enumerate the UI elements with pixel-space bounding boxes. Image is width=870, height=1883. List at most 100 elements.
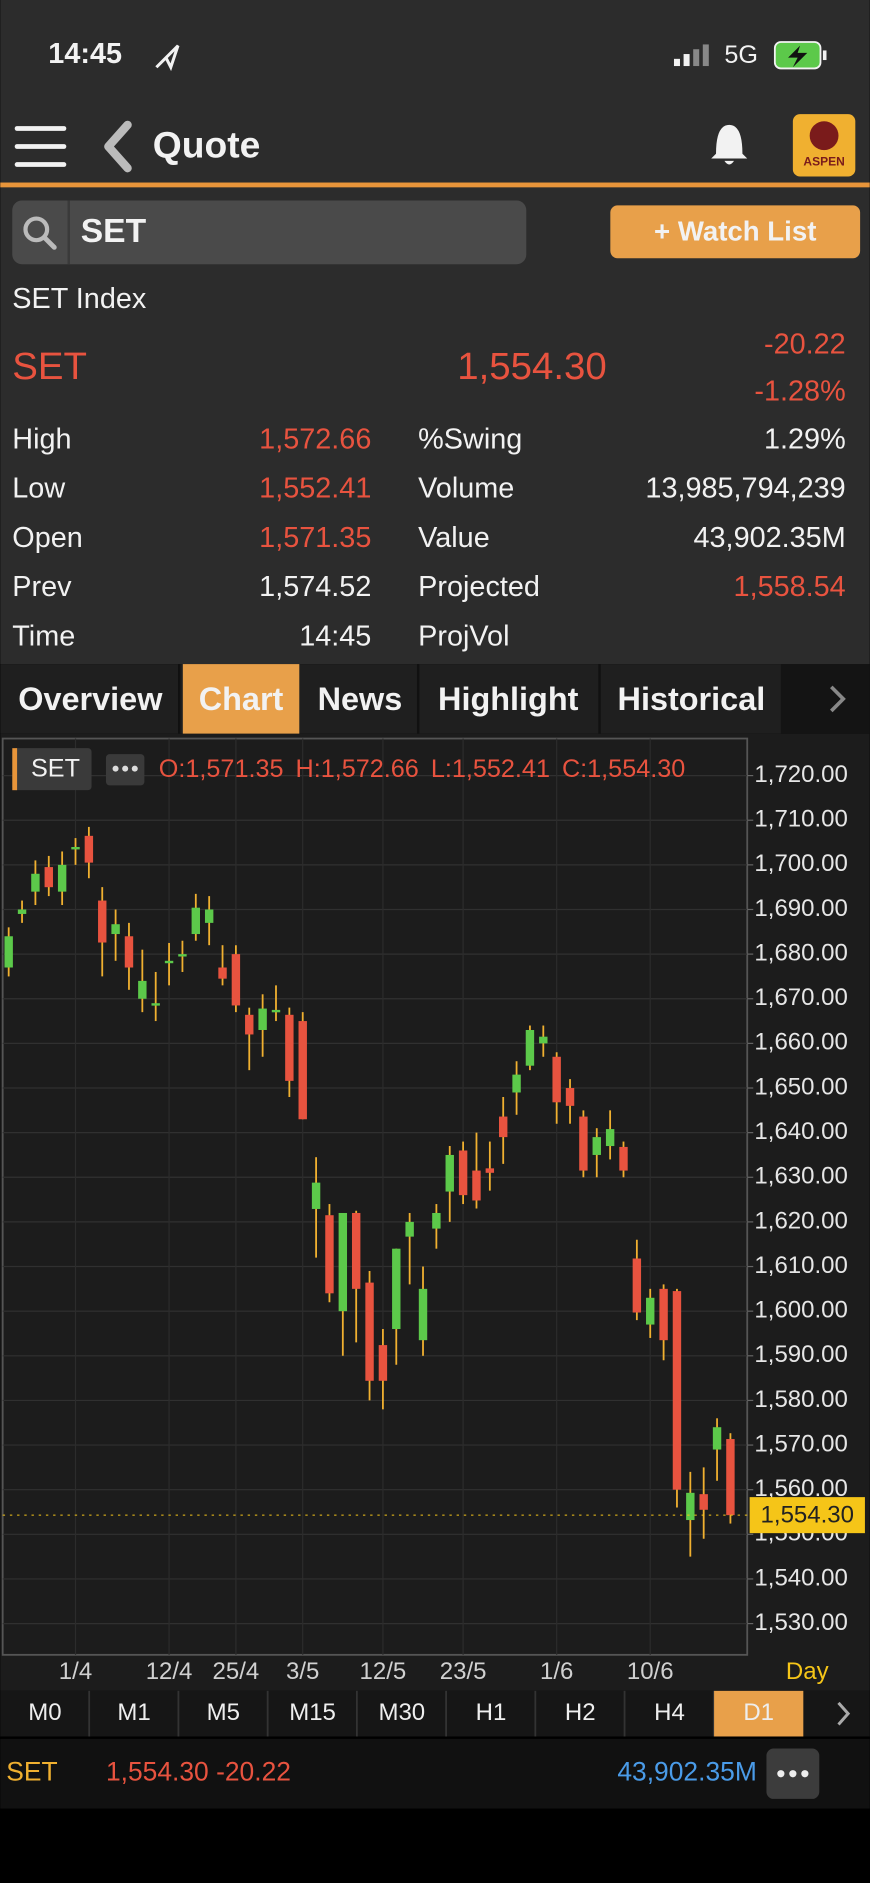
tab-divider	[416, 664, 420, 734]
candle-body	[4, 936, 13, 968]
quote-change: -20.22	[764, 328, 846, 360]
tab[interactable]: Historical	[618, 681, 766, 717]
quote-change-pct: -1.28%	[754, 375, 845, 407]
x-tick-label: 3/5	[286, 1658, 319, 1685]
footer-price: 1,554.30 -20.22	[106, 1757, 291, 1787]
last-price-label: 1,554.30	[761, 1502, 854, 1529]
candle-body	[218, 967, 227, 979]
quote-symbol: SET	[12, 345, 87, 388]
candle-body	[44, 867, 53, 888]
timeframe[interactable]: M30	[378, 1699, 425, 1726]
symbol-tag[interactable]	[12, 748, 92, 791]
candle-body	[605, 1129, 615, 1147]
notification-bell[interactable]	[711, 124, 748, 165]
stat-value: 1,552.41	[259, 473, 371, 505]
candle-body	[592, 1137, 601, 1155]
candle-body	[619, 1146, 628, 1171]
timeframe-divider	[623, 1690, 626, 1737]
tab[interactable]: Chart	[199, 681, 284, 717]
tab[interactable]: Overview	[18, 681, 163, 717]
x-tick-label: 23/5	[440, 1658, 487, 1685]
y-tick-label: 1,640.00	[754, 1118, 847, 1145]
tab-scroll[interactable]	[780, 664, 870, 734]
stat-value: 1.29%	[764, 423, 846, 455]
plot-frame	[1, 737, 749, 1656]
nav-title: Quote	[153, 124, 261, 166]
stat-value: 1,574.52	[259, 571, 371, 603]
search-icon-handle	[42, 235, 57, 250]
ohlc-item: H:1,572.66	[296, 754, 419, 782]
timeframe[interactable]: H2	[565, 1699, 596, 1726]
y-tick-label: 1,590.00	[754, 1341, 847, 1368]
timeframe-divider	[88, 1690, 91, 1737]
candle-body	[432, 1212, 441, 1229]
tabs: Overview Chart News Highlight Historical	[18, 664, 786, 734]
quote-name: SET Index	[12, 283, 147, 315]
stat-label: ProjVol	[418, 620, 509, 652]
x-tick-label: 1/4	[59, 1658, 92, 1685]
candle-body	[71, 847, 80, 850]
stat-value: 1,572.66	[259, 423, 371, 455]
y-tick-label: 1,570.00	[754, 1430, 847, 1457]
x-tick-label: 25/4	[213, 1658, 260, 1685]
candle-body	[539, 1036, 548, 1044]
timeframe[interactable]: M0	[28, 1699, 61, 1726]
candle-body	[485, 1168, 495, 1173]
logo-text: ASPEN	[803, 154, 844, 168]
timeframe[interactable]: M15	[289, 1699, 336, 1726]
candle-body	[458, 1150, 468, 1196]
signal-icon	[673, 44, 709, 67]
candle-body	[31, 873, 40, 892]
stat-label: Prev	[12, 571, 72, 603]
timeframe[interactable]: H1	[476, 1699, 507, 1726]
timeframe-scroll[interactable]	[837, 1701, 851, 1726]
stat-value: 43,902.35M	[694, 522, 846, 554]
tab-divider	[598, 664, 601, 734]
timeframe[interactable]: M5	[207, 1699, 240, 1726]
nav-divider	[0, 182, 870, 188]
stat-label: %Swing	[418, 423, 522, 455]
ohlc-legend: O:1,571.35 H:1,572.66 L:1,552.41 C:1,554.30	[159, 754, 685, 782]
candle-body	[499, 1116, 508, 1138]
tab[interactable]: Highlight	[438, 681, 579, 717]
candle-body	[445, 1154, 454, 1192]
period-label: Day	[786, 1658, 829, 1685]
candle-body	[151, 1003, 160, 1006]
candle-body	[712, 1427, 722, 1450]
top-panel	[0, 0, 870, 665]
stat-value: 1,558.54	[734, 571, 846, 603]
candle-body	[525, 1029, 535, 1066]
candle-body	[726, 1439, 735, 1516]
battery-icon	[773, 41, 827, 70]
candle-body	[646, 1297, 655, 1325]
menu-button[interactable]	[14, 126, 67, 167]
candle-body	[298, 1021, 307, 1120]
timeframe[interactable]: H4	[654, 1699, 685, 1726]
tab-active	[182, 664, 300, 734]
candle-body	[699, 1494, 708, 1510]
candle-body	[512, 1074, 521, 1093]
y-tick-label: 1,660.00	[754, 1029, 847, 1056]
stat-label: Volume	[418, 473, 514, 505]
candle-body	[405, 1221, 414, 1237]
candle-body	[338, 1212, 348, 1312]
stat-value: 13,985,794,239	[645, 473, 845, 505]
candle-body	[191, 907, 201, 935]
search-box[interactable]	[12, 200, 527, 265]
y-tick-label: 1,540.00	[754, 1564, 847, 1591]
candle-body	[285, 1014, 294, 1081]
candle-body	[271, 1009, 281, 1013]
stat-value: 1,571.35	[259, 522, 371, 554]
tab[interactable]: News	[318, 681, 403, 717]
timeframe-divider	[177, 1690, 180, 1737]
x-tick-label: 12/4	[146, 1658, 193, 1685]
watch-list-button[interactable]	[610, 205, 861, 259]
stat-label: High	[12, 423, 71, 455]
y-tick-label: 1,620.00	[754, 1207, 847, 1234]
back-button[interactable]	[104, 120, 132, 173]
timeframe[interactable]: D1	[743, 1699, 774, 1726]
quote-price: 1,554.30	[457, 345, 607, 388]
timeframe[interactable]: M1	[117, 1699, 150, 1726]
